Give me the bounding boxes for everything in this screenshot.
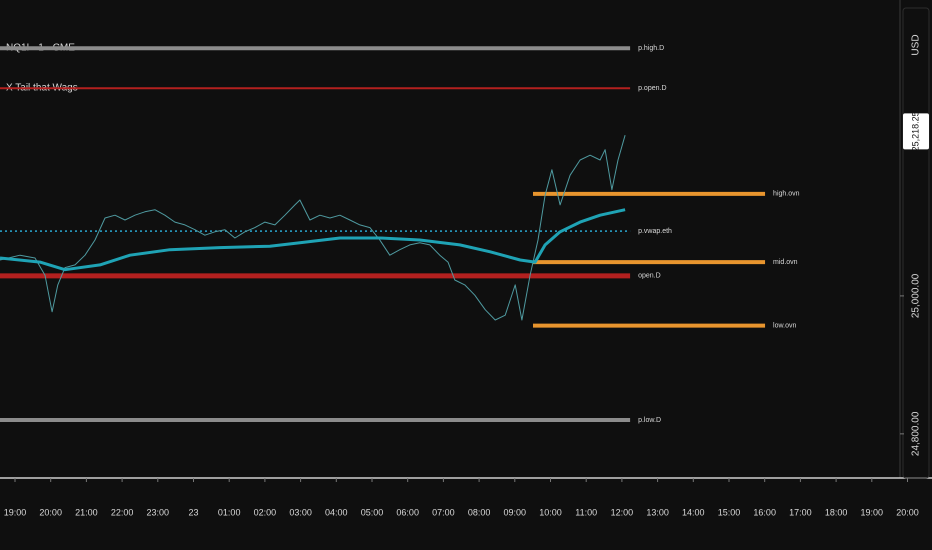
- last-price-label: 25,218.25: [910, 111, 920, 151]
- x-tick-label: 10:00: [539, 507, 562, 517]
- x-tick-label: 23:00: [147, 507, 170, 517]
- x-tick-label: 20:00: [896, 507, 919, 517]
- x-tick-label: 14:00: [682, 507, 705, 517]
- x-tick-label: 06:00: [396, 507, 419, 517]
- x-tick-label: 22:00: [111, 507, 134, 517]
- x-tick-label: 20:00: [39, 507, 62, 517]
- level-label: p.low.D: [638, 417, 661, 424]
- x-tick-label: 19:00: [861, 507, 884, 517]
- y-tick-label: 25,000.00: [911, 273, 922, 318]
- level-label: high.ovn: [773, 191, 800, 198]
- y-tick-label: 24,800.00: [911, 411, 922, 456]
- x-tick-label: 01:00: [218, 507, 241, 517]
- x-tick-label: 17:00: [789, 507, 812, 517]
- x-tick-label: 16:00: [753, 507, 776, 517]
- x-tick-label: 02:00: [254, 507, 277, 517]
- level-label: mid.ovn: [773, 259, 798, 266]
- price-axis-frame: [902, 7, 930, 479]
- x-tick-label: 21:00: [75, 507, 98, 517]
- level-label: p.vwap.eth: [638, 228, 672, 235]
- price-line: [0, 208, 626, 272]
- x-tick-label: 13:00: [646, 507, 669, 517]
- x-tick-label: 15:00: [718, 507, 741, 517]
- last-price-box: [903, 113, 929, 150]
- currency[interactable]: USD: [911, 34, 922, 55]
- price-line: [0, 135, 626, 321]
- x-tick-label: 03:00: [289, 507, 312, 517]
- x-tick-label: 12:00: [611, 507, 634, 517]
- level-label: open.D: [638, 273, 661, 280]
- x-tick-label: 05:00: [361, 507, 384, 517]
- x-tick-label: 18:00: [825, 507, 848, 517]
- x-tick-label: 07:00: [432, 507, 455, 517]
- x-tick-label: 23: [188, 507, 198, 517]
- x-tick-label: 08:00: [468, 507, 491, 517]
- x-tick-label: 04:00: [325, 507, 348, 517]
- x-tick-label: 19:00: [4, 507, 27, 517]
- x-tick-label: 09:00: [504, 507, 527, 517]
- level-label: low.ovn: [773, 322, 796, 329]
- x-tick-label: 11:00: [575, 507, 597, 517]
- level-label: p.high.D: [638, 45, 664, 52]
- level-label: p.open.D: [638, 85, 666, 92]
